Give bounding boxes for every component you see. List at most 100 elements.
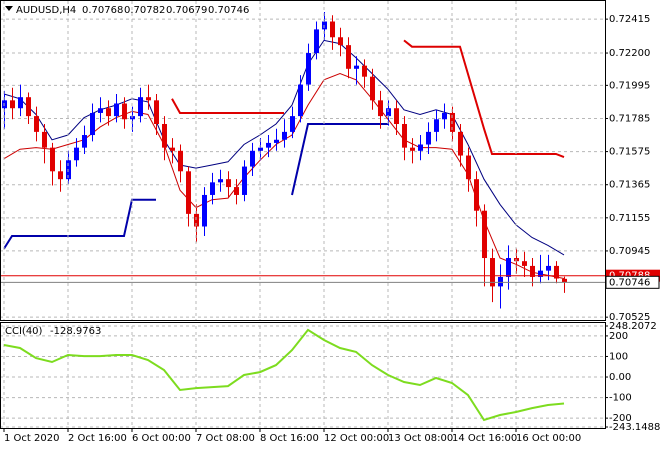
candle-body [178, 150, 183, 172]
x-tick-label: 8 Oct 16:00 [260, 433, 319, 444]
cci-frame [0, 322, 606, 429]
candle-body [282, 131, 287, 140]
candle-body [466, 155, 471, 180]
candle-body [458, 131, 463, 156]
candle-body [258, 147, 263, 151]
candle-body [82, 135, 87, 148]
candle-body [122, 103, 127, 120]
candle-body [354, 65, 359, 69]
candle-body [218, 179, 223, 183]
main-frame [0, 0, 606, 321]
symbol: AUDUSD,H4 [16, 5, 76, 16]
candle-body [58, 171, 63, 180]
candle-body [226, 179, 231, 188]
x-tick-label: 1 Oct 2020 [4, 433, 59, 444]
y-tick-label: 248.2072 [609, 321, 657, 332]
x-tick-label: 14 Oct 16:00 [452, 433, 517, 444]
candle-body [250, 150, 255, 167]
candle-body [26, 97, 31, 117]
candle-body [290, 116, 295, 132]
candle-body [346, 45, 351, 69]
y-tick-label: 0.71365 [609, 180, 650, 191]
candle-body [306, 53, 311, 85]
ohlc-low: 0.70679 [166, 5, 207, 16]
bid-label: 0.70746 [609, 277, 650, 288]
x-tick-label: 6 Oct 00:00 [132, 433, 191, 444]
y-tick-label: 0.71995 [609, 80, 650, 91]
cci-line [3, 328, 565, 422]
candle-body [274, 139, 279, 143]
candle-body [138, 97, 143, 117]
candle-body [330, 21, 335, 38]
candle-body [394, 108, 399, 124]
y-tick-label: 0.70945 [609, 246, 650, 257]
candle-body [418, 144, 423, 151]
candle-body [386, 108, 391, 117]
candle-body [42, 131, 47, 148]
candle-body [234, 187, 239, 195]
candle-body [210, 182, 215, 195]
candle-body [434, 119, 439, 132]
y-tick-label: 200 [609, 331, 628, 342]
candle-body [474, 179, 479, 211]
candle-body [426, 131, 431, 145]
y-tick-label: 0.00 [609, 372, 631, 383]
cci-value: -128.9763 [50, 326, 101, 337]
x-tick-label: 2 Oct 16:00 [68, 433, 127, 444]
candle-body [90, 112, 95, 136]
candle-body [162, 123, 167, 148]
x-tick-label: 7 Oct 08:00 [196, 433, 255, 444]
candle-body [242, 166, 247, 195]
candle-body [482, 210, 487, 259]
candle-body [410, 147, 415, 151]
candle-body [10, 100, 15, 109]
ohlc-close: 0.70746 [208, 5, 249, 16]
ohlc-open: 0.70768 [82, 5, 123, 16]
candle-body [194, 213, 199, 227]
ohlc-high: 0.70782 [124, 5, 165, 16]
menu-arrow[interactable] [5, 6, 13, 11]
candle-body [506, 258, 511, 277]
y-tick-label: -100 [609, 393, 632, 404]
candle-body [74, 147, 79, 161]
y-tick-label: 0.71155 [609, 213, 650, 224]
y-tick-label: -243.1488 [609, 422, 660, 433]
candle-body [314, 29, 319, 54]
x-tick-label: 12 Oct 00:00 [324, 433, 389, 444]
indicator-line [3, 123, 388, 250]
candle-body [530, 265, 535, 277]
y-tick-label: 0.70525 [609, 312, 650, 323]
candle-body [34, 116, 39, 132]
candle-body [154, 100, 159, 124]
candle-body [266, 142, 271, 148]
indicator-line [3, 39, 565, 256]
candle-body [146, 97, 151, 101]
candle-body [186, 171, 191, 214]
candle-body [522, 261, 527, 266]
candle-body [18, 97, 23, 109]
y-tick-label: 0.72200 [609, 48, 650, 59]
candle-body [114, 103, 119, 117]
candle-body [170, 147, 175, 151]
y-tick-label: 100 [609, 351, 628, 362]
y-tick-label: 0.71785 [609, 113, 650, 124]
candle-body [498, 276, 503, 287]
candle-body [546, 265, 551, 271]
candle-body [298, 84, 303, 117]
candle-body [402, 123, 407, 148]
candle-body [338, 37, 343, 46]
candle-body [554, 265, 559, 279]
x-tick-label: 16 Oct 00:00 [516, 433, 581, 444]
x-tick-label: 13 Oct 08:00 [388, 433, 453, 444]
candle-body [370, 76, 375, 101]
candle-body [442, 112, 447, 120]
y-tick-label: 0.71575 [609, 147, 650, 158]
candle-body [378, 100, 383, 117]
indicator-line [171, 39, 565, 159]
candle-body [362, 65, 367, 77]
candle-body [490, 258, 495, 287]
candle-body [106, 108, 111, 117]
